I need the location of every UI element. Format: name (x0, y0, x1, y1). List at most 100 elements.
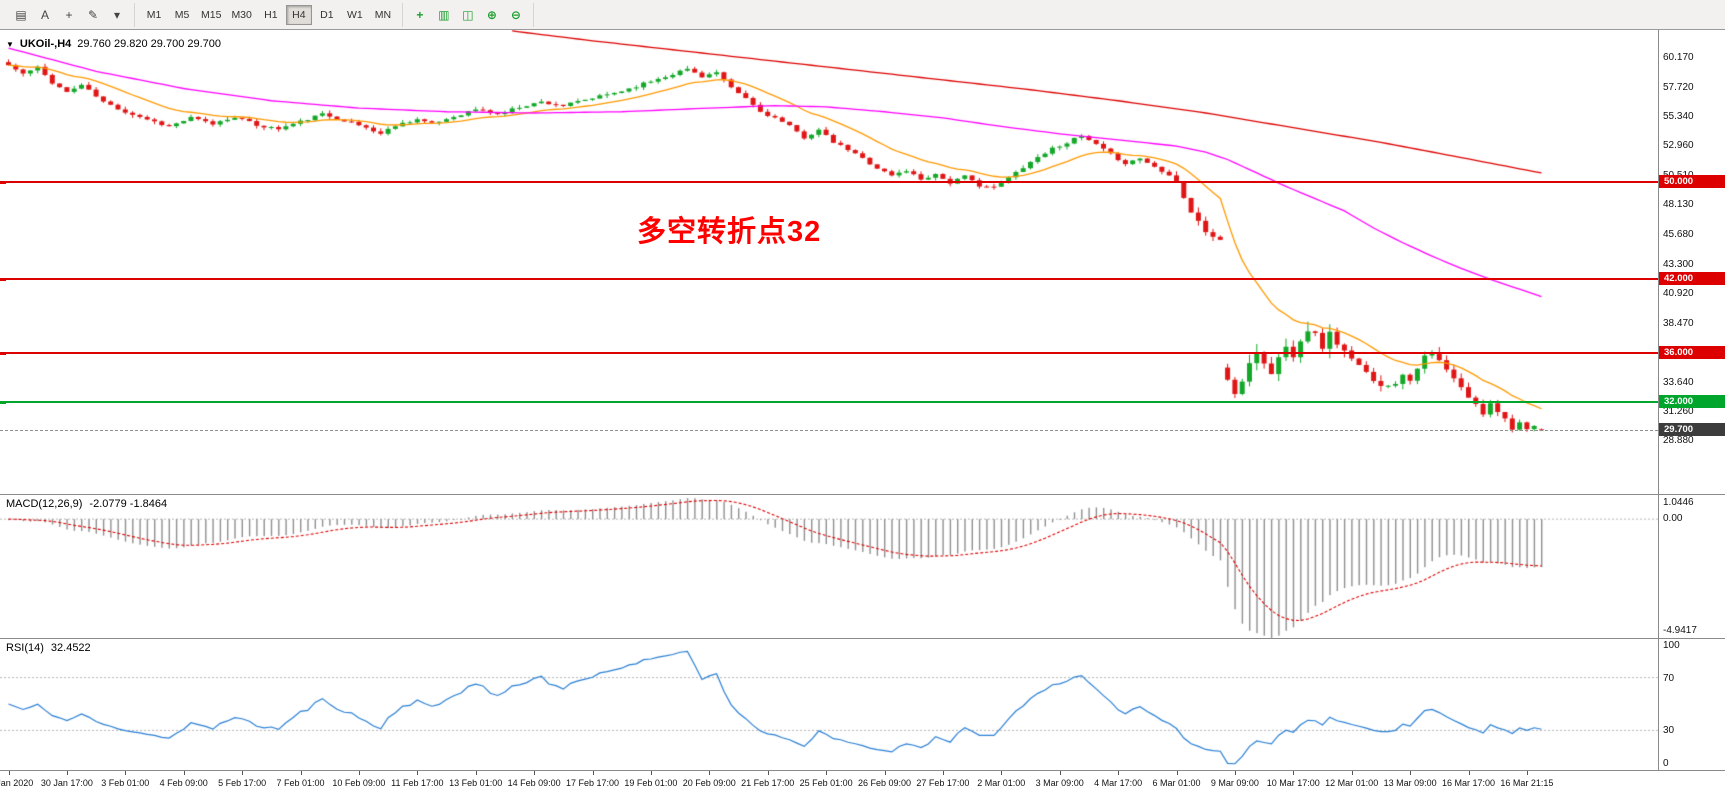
time-axis-label: 2 Mar 01:00 (977, 778, 1026, 788)
zoom-out-icon[interactable]: ⊖ (510, 7, 521, 22)
time-axis-tick-mark (1234, 771, 1236, 775)
timeframe-button-m1[interactable]: M1 (141, 5, 167, 25)
timeframe-button-d1[interactable]: D1 (314, 5, 340, 25)
timeframe-button-mn[interactable]: MN (370, 5, 396, 25)
rsi-axis-70: 70 (1663, 672, 1675, 684)
time-axis-tick-mark (125, 771, 127, 775)
time-axis-tick-mark (1176, 771, 1178, 775)
price-axis-tick: 45.680 (1663, 229, 1694, 241)
timeframe-button-h4[interactable]: H4 (285, 4, 312, 25)
chart-bars-icon[interactable]: ▥ (438, 7, 450, 22)
pane-separator-macd-rsi[interactable] (0, 638, 1725, 639)
price-axis-tick: 55.340 (1663, 111, 1694, 123)
time-axis-label: 20 Feb 09:00 (682, 778, 736, 788)
timeframe-button-m30[interactable]: M30 (227, 5, 255, 25)
time-axis-label: 27 Feb 17:00 (916, 778, 970, 788)
zoom-in-icon[interactable]: ⊕ (486, 7, 497, 22)
timeframe-button-m5[interactable]: M5 (169, 5, 195, 25)
hline-left-marker (0, 278, 6, 282)
time-axis-label: 5 Feb 17:00 (218, 778, 267, 788)
hline-left-marker (0, 351, 6, 355)
time-axis-label: 12 Mar 01:00 (1325, 778, 1379, 788)
rsi-axis-30: 30 (1663, 725, 1675, 737)
time-axis-tick-mark (767, 771, 769, 775)
cursor-icon[interactable]: A (40, 7, 49, 22)
macd-axis-min: -4.9417 (1663, 625, 1697, 636)
time-axis-tick-mark (475, 771, 477, 775)
time-axis-label: 16 Mar 21:15 (1500, 778, 1554, 788)
price-badge-42.000: 42.000 (1659, 272, 1725, 286)
rsi-pane-label: RSI(14) 32.4522 (6, 642, 91, 654)
new-order-icon[interactable]: + (416, 7, 424, 22)
time-axis-tick-mark (8, 771, 10, 775)
time-axis-tick-mark (1468, 771, 1470, 775)
draw-tools-icon[interactable]: ✎ (87, 7, 99, 22)
charts-window-icon[interactable]: ▤ (15, 7, 27, 22)
time-axis-label: 7 Feb 01:00 (276, 778, 325, 788)
price-chart-canvas[interactable] (0, 30, 1725, 797)
toolbar-group-charts: + ▥ ◫ ⊕ ⊖ (403, 2, 534, 27)
time-axis-label: 10 Mar 17:00 (1266, 778, 1320, 788)
toolbar-group-tools: ▤ A + ✎ ▾ (4, 2, 135, 27)
toolbar-group-timeframes: M1 M5 M15 M30 H1 H4 D1 W1 MN (135, 2, 403, 27)
time-axis-label: 4 Mar 17:00 (1094, 778, 1143, 788)
time-axis-tick-mark (66, 771, 68, 775)
price-axis-tick: 48.130 (1663, 199, 1694, 211)
price-axis-tick: 57.720 (1663, 82, 1694, 94)
price-axis-tick: 60.170 (1663, 52, 1694, 64)
price-badge-50.000: 50.000 (1659, 174, 1725, 188)
time-axis-label: 10 Feb 09:00 (332, 778, 386, 788)
macd-axis-max: 1.0446 (1663, 497, 1694, 508)
time-axis-label: 17 Feb 17:00 (565, 778, 620, 788)
macd-pane-label: MACD(12,26,9) -2.0779 -1.8464 (6, 498, 167, 510)
time-axis-tick-mark (1293, 771, 1295, 775)
time-axis-tick-mark (650, 771, 652, 775)
time-axis-label: 19 Feb 01:00 (624, 778, 678, 788)
time-axis-label: 11 Feb 17:00 (391, 778, 444, 788)
rsi-axis-100: 100 (1663, 640, 1680, 651)
time-axis-tick-mark (1001, 771, 1003, 775)
price-axis-tick: 52.960 (1663, 140, 1694, 152)
timeframe-button-h1[interactable]: H1 (258, 5, 284, 25)
hline-left-marker (0, 180, 6, 184)
ohlc-values: 29.760 29.820 29.700 29.700 (77, 38, 222, 50)
time-axis-tick-mark (300, 771, 302, 775)
chart-overlays: 60.17057.72055.34052.96050.51048.13045.6… (0, 30, 1725, 797)
chart-annotation-text[interactable]: 多空转折点32 (637, 216, 822, 248)
time-axis-label: 14 Feb 09:00 (507, 778, 561, 788)
time-axis-label: 26 Feb 09:00 (857, 778, 912, 788)
horizontal-line-32.000[interactable] (0, 400, 1658, 403)
time-axis-tick-mark (242, 771, 244, 775)
time-axis-tick-mark (417, 771, 419, 775)
time-axis-tick-mark (1351, 771, 1353, 775)
timeframe-button-w1[interactable]: W1 (342, 5, 368, 25)
pane-separator-main-macd[interactable] (0, 494, 1725, 495)
macd-axis-zero: 0.00 (1663, 513, 1683, 525)
time-axis-label: 21 Feb 17:00 (741, 778, 795, 788)
chart-menu-icon[interactable]: ▼ (6, 39, 14, 49)
price-axis-tick: 40.920 (1663, 287, 1694, 299)
time-axis-label: 9 Mar 09:00 (1210, 778, 1259, 788)
price-axis-line[interactable] (1658, 30, 1659, 771)
time-axis-label: 13 Mar 09:00 (1383, 778, 1437, 788)
timeframe-button-m15[interactable]: M15 (197, 5, 225, 25)
current-price-badge: 29.700 (1659, 423, 1725, 436)
horizontal-line-50.000[interactable] (0, 180, 1658, 183)
chart-area[interactable]: 60.17057.72055.34052.96050.51048.13045.6… (0, 30, 1725, 797)
draw-dropdown-icon[interactable]: ▾ (113, 7, 121, 22)
time-axis-tick-mark (183, 771, 185, 775)
horizontal-line-42.000[interactable] (0, 278, 1658, 281)
time-axis-line (0, 770, 1725, 771)
crosshair-icon[interactable]: + (65, 7, 73, 22)
time-axis-label: 3 Feb 01:00 (101, 778, 150, 788)
macd-name: MACD(12,26,9) (6, 498, 83, 510)
time-axis-label: 25 Feb 01:00 (799, 778, 853, 788)
rsi-axis-0: 0 (1663, 758, 1669, 769)
price-axis-tick: 31.260 (1663, 405, 1694, 417)
time-axis-tick-mark (1118, 771, 1120, 775)
time-axis-tick-mark (358, 771, 360, 775)
price-badge-36.000: 36.000 (1659, 345, 1725, 359)
horizontal-line-36.000[interactable] (0, 351, 1658, 354)
time-axis-label: 30 Jan 17:00 (40, 778, 93, 788)
chart-candles-icon[interactable]: ◫ (462, 7, 474, 22)
